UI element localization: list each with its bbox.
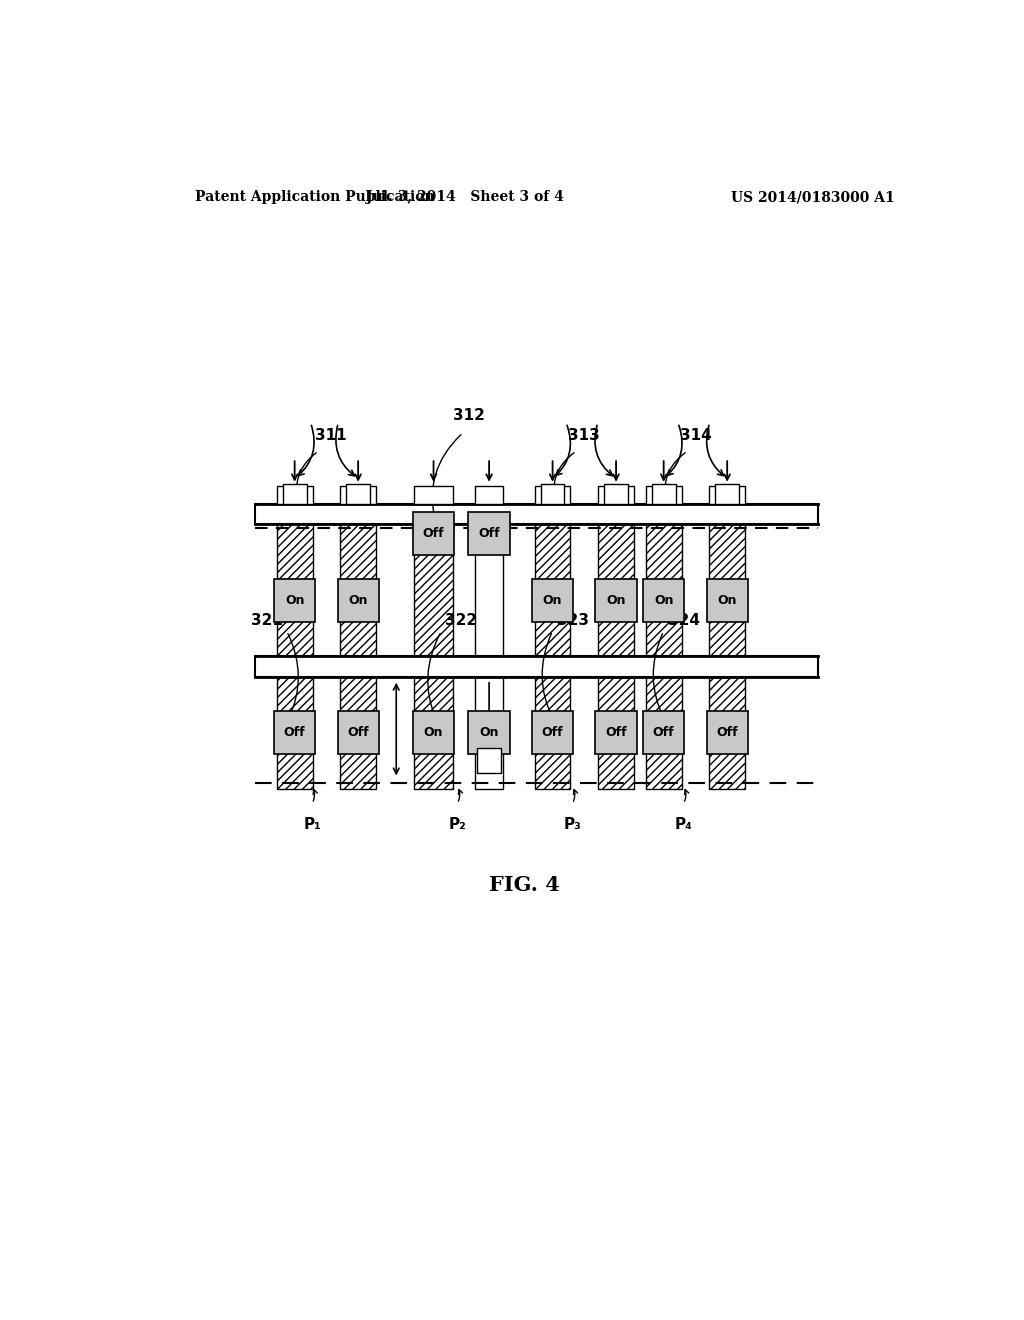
Bar [340, 504, 376, 677]
Text: Off: Off [284, 726, 305, 739]
FancyBboxPatch shape [413, 711, 455, 754]
Bar [340, 677, 376, 788]
Text: FIG. 4: FIG. 4 [489, 875, 560, 895]
Bar [598, 504, 634, 677]
Bar [276, 677, 312, 788]
Text: On: On [543, 594, 562, 607]
FancyBboxPatch shape [255, 504, 818, 524]
Text: P₃: P₃ [563, 817, 582, 832]
FancyBboxPatch shape [468, 512, 510, 554]
FancyBboxPatch shape [274, 711, 315, 754]
FancyBboxPatch shape [468, 711, 510, 754]
Bar [475, 486, 503, 504]
Text: 322: 322 [445, 614, 477, 628]
Text: Patent Application Publication: Patent Application Publication [196, 190, 435, 205]
Text: Off: Off [423, 527, 444, 540]
Bar [535, 504, 570, 677]
Text: 323: 323 [557, 614, 589, 628]
FancyBboxPatch shape [604, 483, 628, 504]
Text: 314: 314 [680, 428, 712, 444]
Text: 313: 313 [568, 428, 600, 444]
Text: 321: 321 [251, 614, 283, 628]
Bar [276, 486, 312, 504]
Bar [414, 504, 454, 677]
Text: P₄: P₄ [675, 817, 692, 832]
Bar [598, 486, 634, 504]
Bar [710, 486, 745, 504]
Text: Off: Off [347, 726, 369, 739]
Text: On: On [479, 726, 499, 739]
Text: US 2014/0183000 A1: US 2014/0183000 A1 [731, 190, 895, 205]
Bar [535, 486, 570, 504]
FancyBboxPatch shape [346, 483, 370, 504]
Bar [646, 486, 682, 504]
Bar [646, 677, 682, 788]
FancyBboxPatch shape [715, 483, 739, 504]
Text: On: On [348, 594, 368, 607]
Text: 311: 311 [314, 428, 346, 444]
Bar [598, 677, 634, 788]
FancyBboxPatch shape [531, 579, 573, 622]
FancyBboxPatch shape [274, 579, 315, 622]
Bar [414, 486, 454, 504]
Text: On: On [606, 594, 626, 607]
Text: Off: Off [478, 527, 500, 540]
FancyBboxPatch shape [595, 711, 637, 754]
FancyBboxPatch shape [595, 579, 637, 622]
FancyBboxPatch shape [707, 579, 748, 622]
Text: Jul. 3, 2014   Sheet 3 of 4: Jul. 3, 2014 Sheet 3 of 4 [367, 190, 564, 205]
Bar [710, 677, 745, 788]
Bar [475, 677, 503, 788]
FancyBboxPatch shape [707, 711, 748, 754]
FancyBboxPatch shape [255, 656, 818, 677]
Bar [475, 504, 503, 677]
FancyBboxPatch shape [338, 579, 379, 622]
FancyBboxPatch shape [283, 483, 306, 504]
Text: P₂: P₂ [449, 817, 466, 832]
FancyBboxPatch shape [338, 711, 379, 754]
Text: P₁: P₁ [303, 817, 321, 832]
FancyBboxPatch shape [643, 711, 684, 754]
Bar [414, 677, 454, 788]
Bar [340, 486, 376, 504]
Text: Off: Off [653, 726, 675, 739]
Text: On: On [285, 594, 304, 607]
Text: 312: 312 [454, 408, 485, 422]
Text: On: On [654, 594, 674, 607]
FancyBboxPatch shape [652, 483, 676, 504]
Text: Off: Off [542, 726, 563, 739]
Text: Off: Off [605, 726, 627, 739]
Text: Off: Off [717, 726, 738, 739]
Bar [646, 504, 682, 677]
Bar [276, 504, 312, 677]
FancyBboxPatch shape [413, 512, 455, 554]
Text: On: On [718, 594, 737, 607]
FancyBboxPatch shape [541, 483, 564, 504]
FancyBboxPatch shape [643, 579, 684, 622]
FancyBboxPatch shape [477, 748, 501, 774]
Bar [535, 677, 570, 788]
Text: On: On [424, 726, 443, 739]
Bar [710, 504, 745, 677]
Text: 324: 324 [668, 614, 699, 628]
FancyBboxPatch shape [531, 711, 573, 754]
